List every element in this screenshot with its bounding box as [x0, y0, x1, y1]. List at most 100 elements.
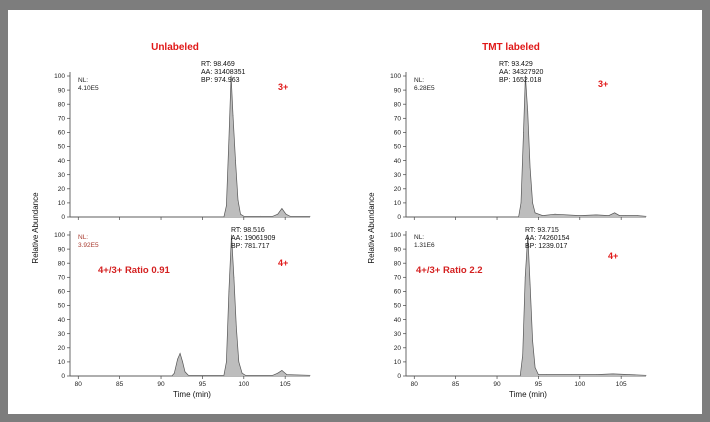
series-line-1 — [70, 75, 310, 218]
data-point — [223, 216, 225, 218]
data-point — [226, 205, 227, 207]
data-point — [534, 212, 536, 214]
y-tick-label: 100 — [390, 232, 401, 239]
peak-info-line: BP: 1652.018 — [499, 77, 542, 84]
data-point — [277, 213, 279, 215]
data-point — [226, 361, 227, 363]
data-point — [187, 374, 189, 376]
data-point — [608, 215, 610, 217]
data-point — [69, 375, 71, 377]
x-tick-label: 95 — [535, 381, 543, 388]
ratio-label: 4+/3+ Ratio 2.2 — [416, 265, 483, 276]
data-point — [281, 370, 283, 371]
y-tick-label: 50 — [394, 303, 402, 310]
chart-panel-1: Unlabeled 0 10 20 30 40 50 60 70 80 90 100 RT: 98.46… — [31, 42, 311, 264]
data-point — [523, 132, 524, 133]
y-tick-label: 20 — [394, 186, 402, 193]
data-point — [538, 374, 539, 375]
data-point — [240, 213, 241, 215]
data-point — [542, 215, 543, 217]
charge-label: 4+ — [608, 251, 618, 261]
data-point — [281, 208, 283, 209]
data-point — [532, 202, 533, 204]
y-tick-label: 100 — [54, 73, 65, 80]
data-point — [534, 367, 536, 368]
peak-info-line: BP: 781.717 — [231, 243, 270, 250]
data-point — [522, 354, 524, 356]
series-area-1 — [406, 235, 646, 376]
data-point — [527, 234, 529, 236]
data-point — [223, 374, 225, 376]
data-point — [524, 276, 526, 278]
y-tick-label: 20 — [58, 186, 66, 193]
charge-label: 4+ — [278, 258, 288, 268]
chart-panel-2: TMT labeled 0 10 20 30 40 50 60 70 80 90 100 RT: 93.… — [367, 42, 647, 264]
y-tick-label: 30 — [58, 172, 66, 179]
y-tick-label: 10 — [394, 200, 402, 207]
y-tick-label: 80 — [394, 101, 402, 108]
y-tick-label: 0 — [61, 214, 65, 221]
data-point — [272, 374, 274, 376]
data-point — [518, 216, 519, 218]
data-point — [182, 361, 184, 363]
x-tick-label: 100 — [574, 381, 585, 388]
peak-info-line: AA: 34327920 — [499, 69, 543, 76]
y-tick-label: 50 — [58, 144, 66, 151]
y-tick-label: 20 — [58, 345, 66, 352]
nl-value: 6.28E5 — [414, 85, 435, 92]
y-tick-label: 70 — [394, 116, 402, 123]
peak-info-line: BP: 1239.017 — [525, 243, 568, 250]
y-tick-label: 70 — [58, 275, 66, 282]
data-point — [232, 115, 234, 116]
data-point — [579, 215, 581, 217]
data-point — [525, 75, 526, 77]
y-tick-label: 100 — [390, 73, 401, 80]
data-point — [243, 215, 245, 217]
y-tick-label: 100 — [54, 232, 65, 239]
x-tick-label: 85 — [452, 381, 460, 388]
y-tick-label: 10 — [394, 359, 402, 366]
data-point — [529, 167, 531, 169]
data-point — [69, 216, 71, 218]
peak-info-line: AA: 31408351 — [201, 69, 245, 76]
data-point — [645, 215, 647, 217]
x-tick-label: 90 — [157, 381, 165, 388]
y-tick-label: 0 — [397, 214, 401, 221]
data-point — [289, 215, 291, 217]
x-tick-label: 95 — [199, 381, 207, 388]
y-axis-label: Relative Abundance — [31, 192, 40, 264]
data-point — [238, 361, 240, 363]
series-area-1 — [70, 76, 310, 217]
data-point — [309, 374, 311, 376]
peak-info-line: AA: 19061909 — [231, 235, 275, 242]
y-tick-label: 50 — [394, 144, 402, 151]
data-point — [619, 215, 620, 217]
y-tick-label: 50 — [58, 303, 66, 310]
x-axis-label: Time (min) — [509, 390, 547, 399]
y-tick-label: 70 — [58, 116, 66, 123]
nl-value: 1.31E6 — [414, 242, 435, 249]
x-tick-label: 105 — [616, 381, 627, 388]
y-tick-label: 90 — [58, 246, 66, 253]
x-tick-label: 80 — [75, 381, 83, 388]
x-axis-label: Time (min) — [173, 390, 211, 399]
data-point — [595, 214, 597, 216]
peak-info-line: RT: 98.516 — [231, 227, 265, 234]
series-area-1 — [406, 76, 646, 217]
data-point — [179, 353, 181, 354]
data-point — [245, 374, 246, 376]
ratio-label: 4+/3+ Ratio 0.91 — [98, 265, 171, 276]
data-point — [629, 374, 630, 375]
series-line-1 — [70, 234, 311, 377]
data-point — [612, 373, 614, 375]
data-point — [259, 215, 261, 217]
x-tick-label: 105 — [280, 381, 291, 388]
y-tick-label: 60 — [58, 130, 66, 137]
data-point — [171, 375, 173, 377]
y-tick-label: 30 — [58, 331, 66, 338]
data-point — [277, 372, 279, 374]
nl-label: NL: — [78, 234, 88, 241]
y-tick-label: 60 — [58, 289, 66, 296]
charge-label: 3+ — [278, 82, 288, 92]
